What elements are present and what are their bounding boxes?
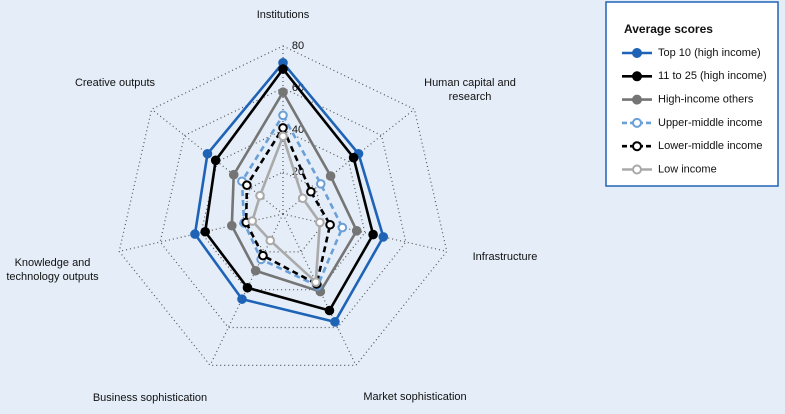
legend-marker xyxy=(632,48,642,58)
category-label: Business sophistication xyxy=(92,392,208,404)
data-point xyxy=(278,110,288,121)
data-point xyxy=(202,148,213,159)
data-point xyxy=(278,87,288,97)
data-point xyxy=(337,222,348,233)
legend-marker xyxy=(632,71,642,82)
legend-label: 11 to 25 (high income) xyxy=(658,70,767,82)
data-point xyxy=(210,155,221,166)
category-label: Knowledge and technology outputs xyxy=(6,257,99,283)
data-point xyxy=(351,226,362,236)
data-point xyxy=(190,229,200,239)
data-point xyxy=(265,235,276,246)
data-point xyxy=(297,193,308,204)
series-line xyxy=(230,89,359,294)
data-point xyxy=(325,219,335,230)
data-point xyxy=(330,317,340,327)
category-label: Human capital and research xyxy=(424,77,516,103)
legend-label: Upper-middle income xyxy=(658,117,763,129)
category-label: Market sophistication xyxy=(363,391,467,403)
data-point xyxy=(255,190,265,201)
r-tick-label: 80 xyxy=(292,40,304,52)
data-point xyxy=(278,64,288,74)
data-point xyxy=(324,305,335,316)
data-point xyxy=(348,152,359,163)
r-tick-label: 40 xyxy=(292,124,304,136)
data-point xyxy=(227,220,237,231)
data-point xyxy=(278,131,288,142)
data-point xyxy=(306,186,316,197)
legend-title: Average scores xyxy=(624,22,713,36)
legend-marker xyxy=(632,94,642,105)
data-point xyxy=(237,294,247,304)
data-point xyxy=(315,179,326,189)
data-point xyxy=(247,216,258,226)
category-label: Institutions xyxy=(256,9,310,21)
category-label: Infrastructure xyxy=(472,251,538,263)
data-point xyxy=(200,226,211,237)
legend-label: High-income others xyxy=(658,94,754,106)
data-point xyxy=(278,123,288,133)
data-point xyxy=(258,250,268,261)
data-point xyxy=(242,180,252,190)
legend-marker xyxy=(632,141,642,152)
legend-marker xyxy=(632,117,642,128)
legend-marker xyxy=(632,164,642,175)
legend-label: Lower-middle income xyxy=(658,140,763,152)
grid-ring xyxy=(241,171,325,253)
data-point xyxy=(311,277,321,287)
data-point xyxy=(250,265,261,276)
data-point xyxy=(315,217,325,228)
legend-label: Top 10 (high income) xyxy=(658,47,761,59)
category-label: Creative outputs xyxy=(74,77,156,89)
series-line xyxy=(193,60,385,324)
data-point xyxy=(368,229,378,240)
legend-label: Low income xyxy=(658,163,717,175)
data-point xyxy=(325,171,336,181)
series-line xyxy=(203,66,375,313)
spoke xyxy=(282,213,447,252)
data-point xyxy=(228,169,239,180)
legend-box xyxy=(605,1,779,187)
series-line xyxy=(240,112,344,288)
data-point xyxy=(242,282,253,293)
data-point xyxy=(378,232,389,242)
